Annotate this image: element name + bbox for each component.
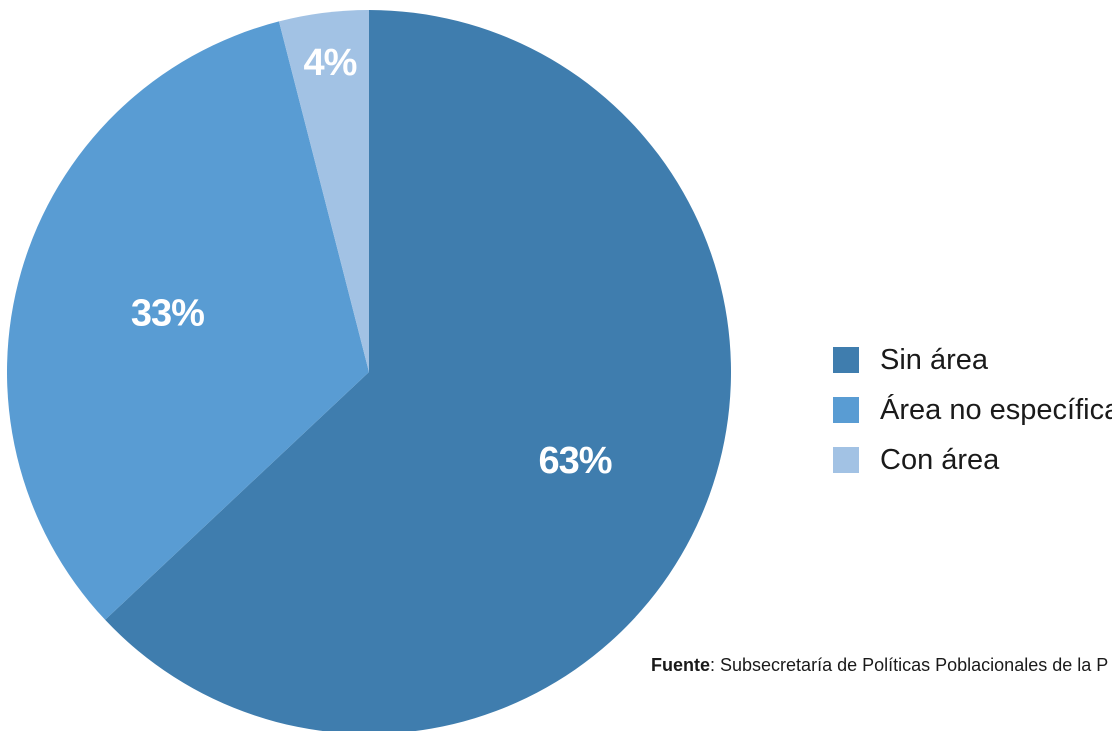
data-label-sin-area: 63% [538, 440, 611, 482]
source-label: Fuente [651, 655, 711, 675]
pie-chart-plot: 63% 33% 4% [6, 10, 731, 731]
source-text: : Subsecretaría de Políticas Poblacional… [710, 655, 1109, 675]
pie-slice-sin-area [105, 10, 731, 731]
legend-swatch-sin-area [833, 347, 859, 373]
legend-item-con-area: Con área [833, 435, 1112, 485]
legend: Sin área Área no específica Con área [833, 335, 1112, 485]
data-label-con-area: 4% [304, 42, 357, 84]
legend-label-con-area: Con área [880, 443, 1000, 476]
legend-label-sin-area: Sin área [880, 343, 989, 376]
legend-label-area-no-especifica: Área no específica [880, 393, 1112, 426]
legend-item-sin-area: Sin área [833, 335, 1112, 385]
pie-slice-con-area [278, 10, 369, 372]
legend-item-area-no-especifica: Área no específica [833, 385, 1112, 435]
source-note: Fuente: Subsecretaría de Políticas Pobla… [651, 655, 1112, 676]
legend-swatch-con-area [833, 447, 859, 473]
legend-swatch-area-no-especifica [833, 397, 859, 423]
data-label-area-no-especifica: 33% [131, 292, 204, 334]
pie-slice-area-no-especifica [6, 21, 370, 620]
